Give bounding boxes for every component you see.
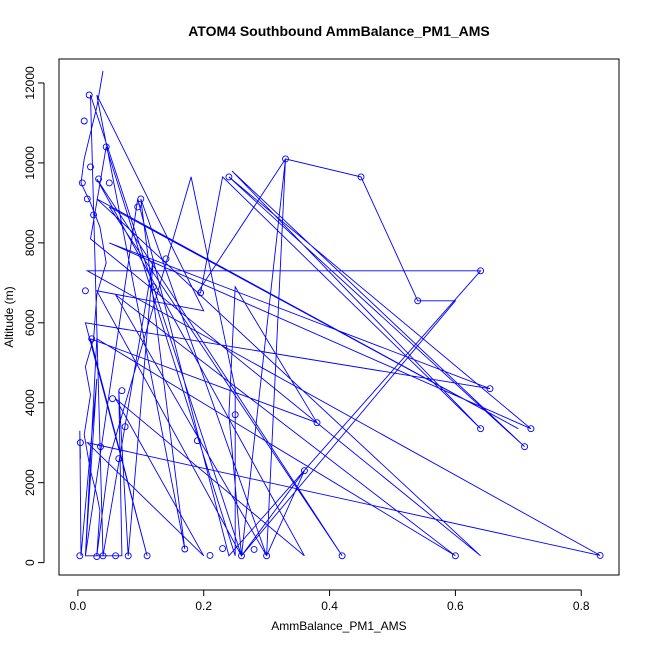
data-point [527, 425, 535, 433]
data-point [90, 211, 98, 219]
data-point [313, 419, 321, 427]
data-point [193, 437, 201, 445]
data-point [596, 551, 604, 559]
data-point [121, 423, 129, 431]
data-point [134, 203, 142, 211]
data-point [87, 163, 94, 171]
data-point [219, 545, 227, 553]
data-point [414, 297, 422, 305]
x-tick-label: 0.8 [573, 599, 590, 613]
data-point [521, 443, 529, 451]
data-point [112, 552, 120, 560]
data-point [124, 552, 132, 560]
data-point [83, 195, 91, 203]
data-point [486, 385, 494, 393]
data-point [231, 411, 239, 419]
data-point [149, 283, 157, 291]
data-point [105, 179, 113, 187]
series-line [79, 70, 601, 558]
y-tick-label: 2000 [23, 469, 37, 496]
y-tick-label: 12000 [23, 66, 37, 100]
data-point [143, 552, 151, 560]
data-point [477, 425, 485, 433]
data-point [300, 467, 308, 475]
data-point [102, 143, 110, 151]
data-point [76, 552, 84, 560]
data-point [477, 267, 485, 275]
data-point [99, 552, 107, 560]
y-tick-label: 0 [23, 559, 37, 566]
x-tick-label: 0.0 [70, 599, 87, 613]
plot-frame [58, 58, 620, 576]
x-tick-label: 0.6 [447, 599, 464, 613]
chart-title: ATOM4 Southbound AmmBalance_PM1_AMS [188, 23, 490, 39]
data-point [137, 195, 145, 203]
data-point [95, 175, 103, 183]
y-axis: 0 2000 4000 6000 8000 10000 12000 [23, 66, 45, 566]
series-layer [76, 70, 604, 561]
data-point [181, 545, 189, 553]
data-point [88, 335, 96, 343]
y-tick-label: 10000 [23, 146, 37, 180]
x-tick-label: 0.2 [195, 599, 212, 613]
data-point [197, 289, 205, 297]
data-point [282, 155, 289, 163]
data-point [238, 552, 245, 560]
data-point [81, 287, 89, 295]
data-point [78, 179, 86, 187]
y-tick-label: 8000 [23, 229, 37, 256]
y-axis-label: Altitude (m) [2, 286, 16, 347]
x-axis-label: AmmBalance_PM1_AMS [271, 619, 406, 633]
x-tick-label: 0.4 [321, 599, 338, 613]
data-point [97, 443, 104, 451]
y-tick-label: 6000 [23, 309, 37, 336]
data-point [80, 117, 88, 125]
data-point [85, 91, 93, 99]
y-tick-label: 4000 [23, 389, 37, 416]
data-point [118, 387, 126, 395]
data-point [263, 552, 271, 560]
data-point [250, 545, 258, 553]
data-point [162, 255, 170, 263]
data-point [225, 173, 233, 181]
data-point [109, 395, 116, 403]
data-point [451, 552, 459, 560]
data-point [115, 455, 123, 463]
data-point [338, 552, 346, 560]
data-point [206, 551, 214, 559]
data-point [76, 439, 84, 447]
data-point [357, 173, 365, 181]
x-axis: 0.0 0.2 0.4 0.6 0.8 [70, 589, 590, 613]
